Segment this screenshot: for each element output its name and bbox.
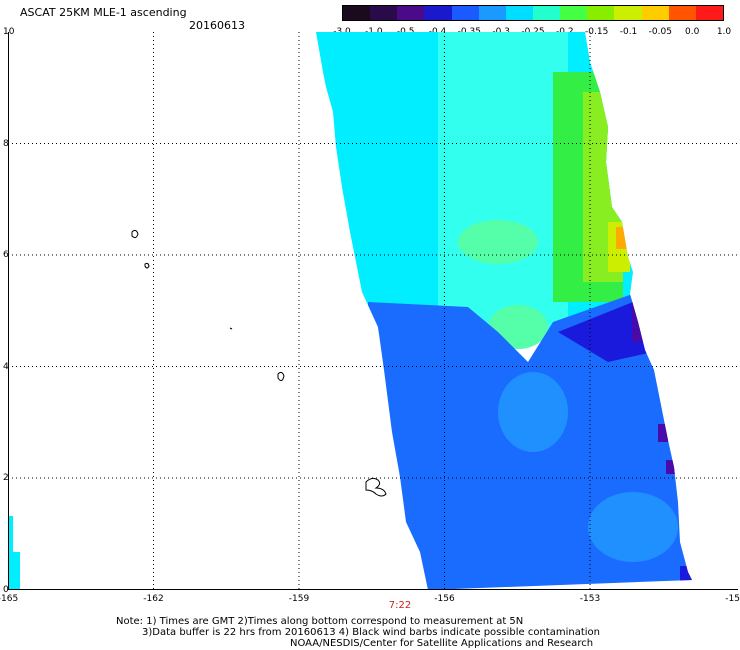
- colorbar-label: 0.0: [684, 27, 700, 37]
- x-tick-label: -165: [0, 594, 19, 604]
- histogram-bar: [13, 552, 20, 590]
- colorbar-label: -0.05: [648, 27, 672, 37]
- y-tick-label: 0: [3, 584, 9, 595]
- swath-purple-edge-south2: [666, 460, 676, 474]
- island-outline: [365, 477, 387, 497]
- y-tick-label: 8: [3, 138, 9, 149]
- island-outline: [229, 327, 233, 330]
- y-tick-label: 2: [3, 473, 9, 483]
- y-tick-label: 6: [3, 250, 9, 260]
- colorbar-swatch: [424, 6, 452, 20]
- swath-green-blob: [458, 220, 538, 264]
- island-outline: [131, 229, 139, 239]
- swath-dark-blue-corner: [680, 566, 692, 588]
- colorbar-swatch: [614, 6, 642, 20]
- colorbar-swatch: [641, 6, 669, 20]
- swath-mid-blue-patch: [498, 372, 568, 452]
- x-tick-label: -153: [579, 594, 601, 604]
- x-tick-label: -156: [434, 594, 455, 604]
- time-label: 7:22: [388, 600, 412, 611]
- colorbar-swatch: [695, 6, 723, 20]
- colorbar: [342, 5, 724, 21]
- swath-dark-blue-band: [558, 300, 653, 362]
- chart-title: ASCAT 25KM MLE-1 ascending: [20, 6, 187, 19]
- swath-purple-edge-south: [658, 424, 668, 442]
- note-line-3: NOAA/NESDIS/Center for Satellite Applica…: [290, 638, 594, 649]
- x-tick-label: -162: [143, 594, 164, 604]
- y-tick-label: 4: [3, 361, 9, 372]
- swath-light-cyan-region: [438, 32, 568, 332]
- island-outline: [144, 262, 150, 269]
- x-tick-label: -159: [288, 594, 310, 604]
- colorbar-swatch: [370, 6, 398, 20]
- histogram-bar: [8, 516, 13, 590]
- colorbar-swatch: [505, 6, 533, 20]
- map-plot: [8, 32, 738, 590]
- colorbar-swatch: [478, 6, 506, 20]
- colorbar-swatch: [397, 6, 425, 20]
- colorbar-swatch: [343, 6, 371, 20]
- colorbar-swatch: [560, 6, 588, 20]
- colorbar-label: -0.1: [619, 27, 638, 37]
- colorbar-swatch: [668, 6, 696, 20]
- colorbar-swatch: [451, 6, 479, 20]
- note-line-1: Note: 1) Times are GMT 2)Times along bot…: [116, 616, 524, 627]
- colorbar-label: -0.15: [585, 27, 609, 37]
- swath-orange-patch: [616, 227, 630, 249]
- y-tick-label: 10: [3, 27, 15, 37]
- colorbar-swatch: [587, 6, 615, 20]
- swath-purple-edge: [632, 294, 644, 342]
- x-tick-label: -150: [725, 594, 740, 604]
- colorbar-label: 1.0: [716, 27, 732, 37]
- chart-date: 20160613: [189, 19, 245, 32]
- island-outline: [277, 371, 285, 382]
- colorbar-swatch: [532, 6, 561, 20]
- swath-mid-blue-patch-south: [588, 492, 678, 562]
- note-line-2: 3)Data buffer is 22 hrs from 20160613 4)…: [142, 627, 600, 638]
